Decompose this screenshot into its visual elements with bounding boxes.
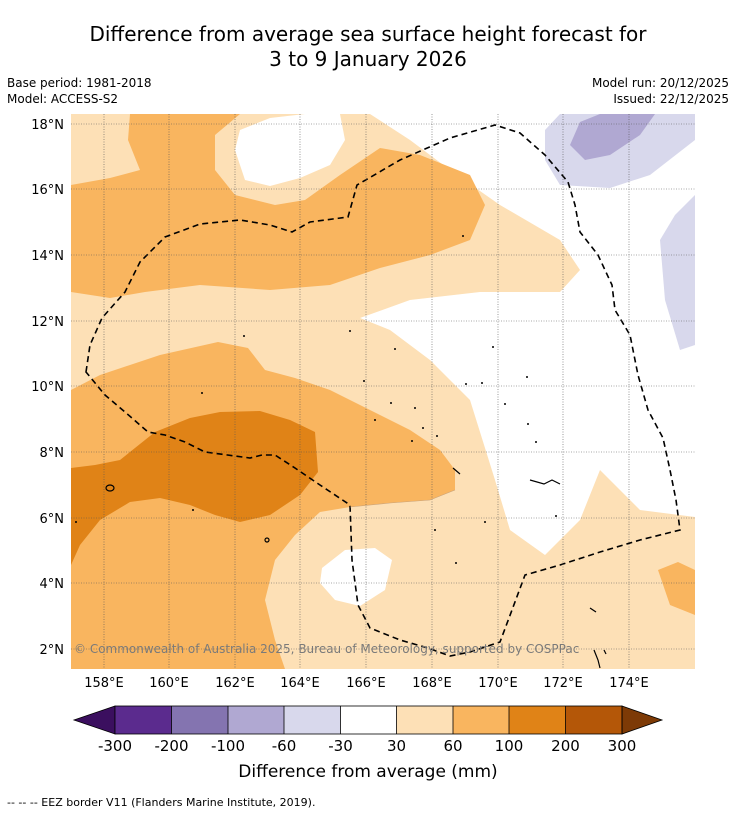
colorbar-tick: 200 <box>551 737 580 755</box>
gridlines <box>71 114 695 669</box>
colorbar-swatch <box>228 706 284 734</box>
colorbar-swatch <box>509 706 566 734</box>
colorbar-tick: -60 <box>272 737 297 755</box>
lat-tick: 14°N <box>31 249 64 264</box>
colorbar-tick: -30 <box>328 737 353 755</box>
band-60-100-east <box>658 562 695 615</box>
lat-tick: 16°N <box>31 183 64 198</box>
band-100-200 <box>71 411 318 565</box>
lat-tick: 10°N <box>31 380 64 395</box>
colorbar-tick: 30 <box>387 737 406 755</box>
model-run: Model run: 20/12/2025 <box>591 76 729 90</box>
lat-tick: 12°N <box>31 315 64 330</box>
lon-tick: 172°E <box>543 676 583 691</box>
copyright-watermark: © Commonwealth of Australia 2025, Bureau… <box>74 642 579 656</box>
colorbar-dividers <box>171 706 566 734</box>
lon-tick: 162°E <box>215 676 255 691</box>
model-name: Model: ACCESS-S2 <box>7 92 119 106</box>
lat-tick: 8°N <box>40 446 65 461</box>
colorbar-tick: -100 <box>211 737 245 755</box>
lat-tick: 4°N <box>40 577 65 592</box>
band-neg-60-100 <box>570 114 655 160</box>
colorbar-tick: 60 <box>443 737 462 755</box>
colorbar-max-extension <box>621 705 664 735</box>
eez-legend: -- -- -- EEZ border V11 (Flanders Marine… <box>7 796 316 809</box>
colorbar-min-extension <box>72 705 116 735</box>
island-outlines <box>105 467 607 669</box>
colorbar: -300 -200 -100 -60 -30 30 60 100 200 300 <box>72 705 664 755</box>
title-line-2: 3 to 9 January 2026 <box>269 47 467 71</box>
band-neg-30-60-east <box>660 195 695 350</box>
lon-tick: 160°E <box>149 676 189 691</box>
colorbar-swatch <box>115 706 172 734</box>
lon-tick: 168°E <box>412 676 452 691</box>
title-line-1: Difference from average sea surface heig… <box>89 22 647 46</box>
issued-date: Issued: 22/12/2025 <box>613 92 729 106</box>
colorbar-swatch <box>340 706 397 734</box>
lon-tick: 170°E <box>478 676 518 691</box>
map-plot-area <box>71 114 695 669</box>
lon-tick: 166°E <box>346 676 386 691</box>
band-neutral-north <box>235 114 345 186</box>
colorbar-tick: -300 <box>98 737 132 755</box>
band-neutral-east <box>360 114 695 555</box>
lon-tick: 164°E <box>280 676 320 691</box>
colorbar-outline <box>114 705 623 735</box>
lat-tick: 6°N <box>40 512 65 527</box>
chart-title: Difference from average sea surface heig… <box>0 22 736 72</box>
meta-right: Model run: 20/12/2025 Issued: 22/12/2025 <box>592 75 729 107</box>
colorbar-tick: 100 <box>495 737 524 755</box>
colorbar-tick: -200 <box>154 737 188 755</box>
meta-left: Base period: 1981-2018 Model: ACCESS-S2 <box>7 75 152 107</box>
colorbar-swatch <box>453 706 509 734</box>
band-60-100-north <box>71 114 485 298</box>
colorbar-swatch <box>565 706 622 734</box>
lat-tick: 2°N <box>40 643 65 658</box>
island-dots <box>75 235 557 564</box>
lat-tick: 18°N <box>31 118 64 133</box>
contour-line <box>349 489 456 508</box>
lon-axis: 158°E 160°E 162°E 164°E 166°E 168°E 170°… <box>84 676 649 691</box>
colorbar-tick: 300 <box>608 737 637 755</box>
colorbar-swatch <box>396 706 453 734</box>
band-neutral-south <box>320 548 392 606</box>
colorbar-label: Difference from average (mm) <box>238 762 498 782</box>
base-period: Base period: 1981-2018 <box>7 76 152 90</box>
colorbar-swatch <box>171 706 228 734</box>
colorbar-ticks: -300 -200 -100 -60 -30 30 60 100 200 300 <box>98 737 636 755</box>
lon-tick: 158°E <box>84 676 124 691</box>
colorbar-swatch <box>284 706 341 734</box>
lat-axis: 18°N 16°N 14°N 12°N 10°N 8°N 6°N 4°N 2°N <box>31 118 64 658</box>
lon-tick: 174°E <box>609 676 649 691</box>
